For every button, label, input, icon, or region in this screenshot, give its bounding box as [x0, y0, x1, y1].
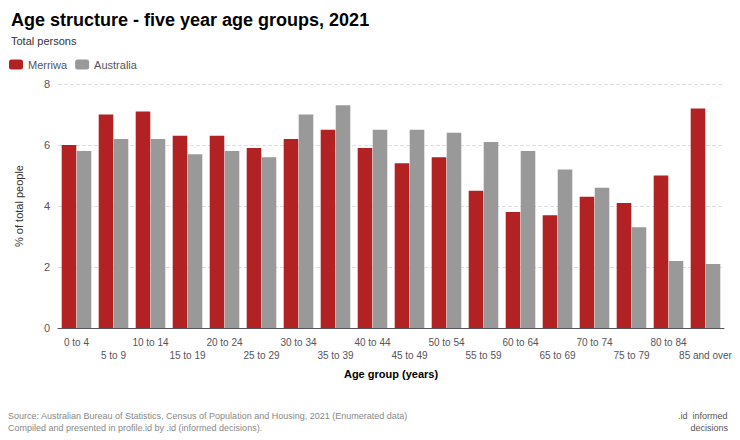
svg-text:Total persons: Total persons	[11, 35, 77, 47]
svg-text:15 to 19: 15 to 19	[169, 350, 206, 361]
svg-text:6: 6	[44, 139, 50, 151]
svg-text:20 to 24: 20 to 24	[206, 337, 243, 348]
svg-text:65 to 69: 65 to 69	[539, 350, 576, 361]
svg-text:10 to 14: 10 to 14	[132, 337, 169, 348]
svg-text:80 to 84: 80 to 84	[650, 337, 687, 348]
svg-text:75 to 79: 75 to 79	[613, 350, 650, 361]
svg-text:35 to 39: 35 to 39	[317, 350, 354, 361]
svg-text:50 to 54: 50 to 54	[428, 337, 465, 348]
svg-text:60 to 64: 60 to 64	[502, 337, 539, 348]
svg-text:Source: Australian Bureau of S: Source: Australian Bureau of Statistics,…	[8, 411, 407, 421]
svg-text:25 to 29: 25 to 29	[243, 350, 280, 361]
svg-text:.id informed: .id informed	[678, 411, 728, 421]
svg-text:4: 4	[44, 200, 50, 212]
svg-text:% of total people: % of total people	[13, 165, 25, 247]
svg-text:Age group (years): Age group (years)	[344, 368, 438, 380]
svg-text:8: 8	[44, 78, 50, 90]
svg-text:55 to 59: 55 to 59	[465, 350, 502, 361]
svg-text:70 to 74: 70 to 74	[576, 337, 613, 348]
svg-text:0: 0	[44, 322, 50, 334]
svg-text:Merriwa: Merriwa	[28, 59, 68, 71]
svg-text:40 to 44: 40 to 44	[354, 337, 391, 348]
svg-text:Australia: Australia	[94, 59, 138, 71]
svg-text:45 to 49: 45 to 49	[391, 350, 428, 361]
svg-text:Age structure - five year age: Age structure - five year age groups, 20…	[11, 10, 369, 30]
svg-text:0 to 4: 0 to 4	[64, 337, 89, 348]
svg-text:Compiled and presented in prof: Compiled and presented in profile.id by …	[8, 423, 262, 433]
svg-text:decisions: decisions	[678, 423, 729, 433]
svg-text:5 to 9: 5 to 9	[101, 350, 126, 361]
svg-text:30 to 34: 30 to 34	[280, 337, 317, 348]
svg-text:85 and over: 85 and over	[679, 350, 732, 361]
svg-text:2: 2	[44, 261, 50, 273]
